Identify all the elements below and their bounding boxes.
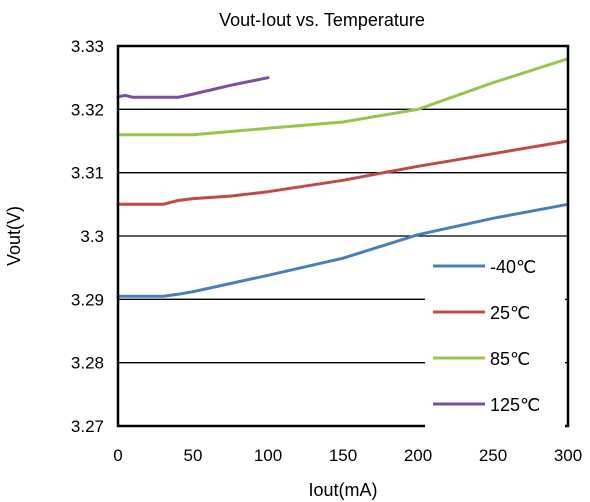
x-tick-label: 150	[329, 446, 357, 465]
legend-label: 25℃	[490, 303, 530, 323]
x-axis-label: Iout(mA)	[308, 480, 377, 500]
y-axis-label: Vout(V)	[4, 206, 24, 266]
y-tick-label: 3.32	[71, 100, 104, 119]
series-lines	[116, 57, 570, 298]
y-tick-label: 3.28	[71, 354, 104, 373]
y-tick-label: 3.27	[71, 417, 104, 436]
legend-label: -40℃	[490, 257, 536, 277]
series-line	[116, 202, 570, 298]
y-tick-label: 3.31	[71, 164, 104, 183]
legend-label: 125℃	[490, 395, 540, 415]
series-line	[116, 139, 570, 206]
series-line	[116, 76, 270, 99]
y-tick-label: 3.3	[80, 227, 104, 246]
chart-title: Vout-Iout vs. Temperature	[219, 10, 425, 30]
x-tick-label: 100	[254, 446, 282, 465]
y-tick-label: 3.33	[71, 37, 104, 56]
x-tick-labels: 0 50 100 150 200 250 300	[113, 446, 582, 465]
y-tick-labels: 3.33 3.32 3.31 3.3 3.29 3.28 3.27	[71, 37, 104, 436]
x-tick-label: 300	[554, 446, 582, 465]
x-tick-label: 50	[184, 446, 203, 465]
x-tick-label: 250	[479, 446, 507, 465]
legend: -40℃ 25℃ 85℃ 125℃	[433, 257, 540, 415]
x-tick-label: 200	[404, 446, 432, 465]
legend-box	[425, 248, 565, 428]
plot-area-border	[116, 44, 570, 428]
legend-label: 85℃	[490, 349, 530, 369]
series-line	[116, 57, 570, 137]
x-tick-label: 0	[113, 446, 122, 465]
y-tick-label: 3.29	[71, 290, 104, 309]
